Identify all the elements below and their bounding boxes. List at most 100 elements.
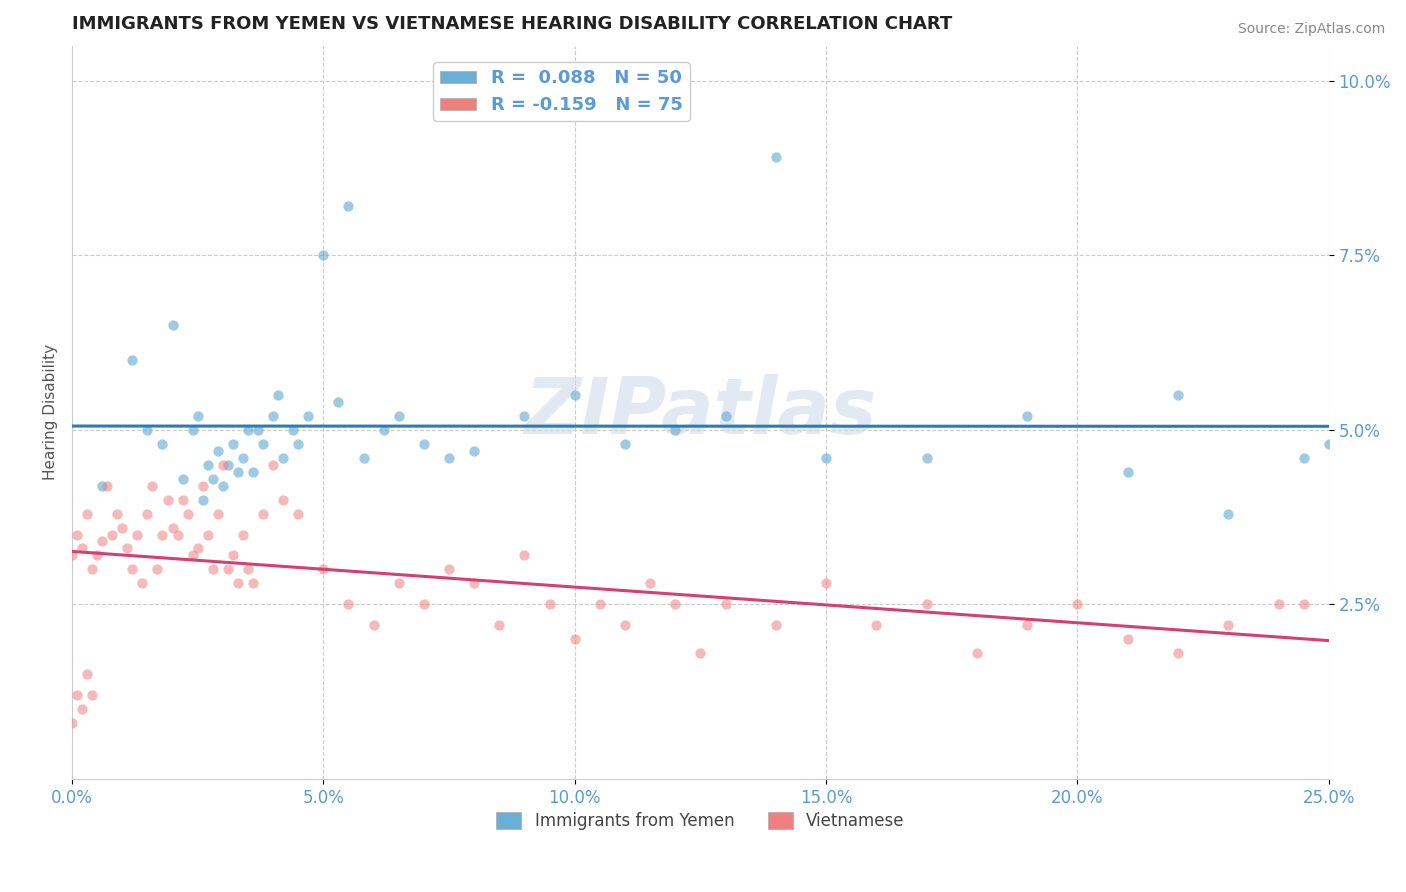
Point	[191, 478, 214, 492]
Point	[187, 541, 209, 556]
Point	[247, 423, 270, 437]
Point	[412, 598, 434, 612]
Point	[1267, 598, 1289, 612]
Point	[437, 562, 460, 576]
Point	[222, 436, 245, 450]
Point	[765, 150, 787, 164]
Point	[111, 520, 134, 534]
Point	[236, 423, 259, 437]
Point	[564, 388, 586, 402]
Point	[353, 450, 375, 465]
Point	[152, 436, 174, 450]
Point	[156, 492, 179, 507]
Point	[172, 472, 194, 486]
Point	[664, 598, 686, 612]
Point	[513, 549, 536, 563]
Point	[664, 423, 686, 437]
Point	[1218, 507, 1240, 521]
Point	[101, 527, 124, 541]
Point	[312, 248, 335, 262]
Point	[217, 458, 239, 472]
Point	[412, 436, 434, 450]
Point	[328, 394, 350, 409]
Point	[136, 507, 159, 521]
Point	[1292, 598, 1315, 612]
Point	[337, 598, 360, 612]
Point	[236, 562, 259, 576]
Point	[689, 646, 711, 660]
Point	[187, 409, 209, 423]
Point	[915, 450, 938, 465]
Point	[162, 520, 184, 534]
Point	[271, 450, 294, 465]
Point	[1167, 388, 1189, 402]
Point	[1167, 646, 1189, 660]
Point	[197, 527, 219, 541]
Point	[564, 632, 586, 647]
Point	[60, 549, 83, 563]
Point	[765, 618, 787, 632]
Point	[283, 423, 305, 437]
Point	[589, 598, 612, 612]
Point	[141, 478, 163, 492]
Point	[82, 562, 104, 576]
Point	[211, 478, 233, 492]
Point	[312, 562, 335, 576]
Point	[252, 507, 274, 521]
Point	[1317, 436, 1340, 450]
Point	[96, 478, 118, 492]
Point	[287, 436, 309, 450]
Legend: Immigrants from Yemen, Vietnamese: Immigrants from Yemen, Vietnamese	[489, 805, 911, 837]
Point	[105, 507, 128, 521]
Point	[131, 576, 153, 591]
Text: Source: ZipAtlas.com: Source: ZipAtlas.com	[1237, 22, 1385, 37]
Point	[76, 667, 98, 681]
Point	[70, 702, 93, 716]
Point	[162, 318, 184, 332]
Point	[815, 450, 838, 465]
Point	[1116, 465, 1139, 479]
Point	[117, 541, 139, 556]
Point	[201, 472, 224, 486]
Point	[232, 450, 254, 465]
Point	[60, 716, 83, 731]
Point	[91, 478, 114, 492]
Point	[217, 562, 239, 576]
Point	[121, 352, 143, 367]
Point	[915, 598, 938, 612]
Point	[262, 409, 284, 423]
Point	[271, 492, 294, 507]
Point	[388, 409, 411, 423]
Point	[1066, 598, 1088, 612]
Point	[197, 458, 219, 472]
Point	[638, 576, 661, 591]
Point	[66, 688, 89, 702]
Point	[146, 562, 169, 576]
Point	[176, 507, 198, 521]
Point	[267, 388, 290, 402]
Point	[121, 562, 143, 576]
Point	[297, 409, 319, 423]
Point	[388, 576, 411, 591]
Point	[152, 527, 174, 541]
Point	[91, 534, 114, 549]
Point	[373, 423, 395, 437]
Point	[191, 492, 214, 507]
Point	[1017, 618, 1039, 632]
Point	[70, 541, 93, 556]
Point	[66, 527, 89, 541]
Point	[538, 598, 561, 612]
Point	[242, 465, 264, 479]
Point	[226, 465, 249, 479]
Point	[252, 436, 274, 450]
Point	[1292, 450, 1315, 465]
Point	[226, 576, 249, 591]
Point	[222, 549, 245, 563]
Point	[488, 618, 510, 632]
Point	[865, 618, 887, 632]
Point	[1017, 409, 1039, 423]
Point	[262, 458, 284, 472]
Point	[181, 423, 204, 437]
Point	[614, 618, 637, 632]
Point	[1218, 618, 1240, 632]
